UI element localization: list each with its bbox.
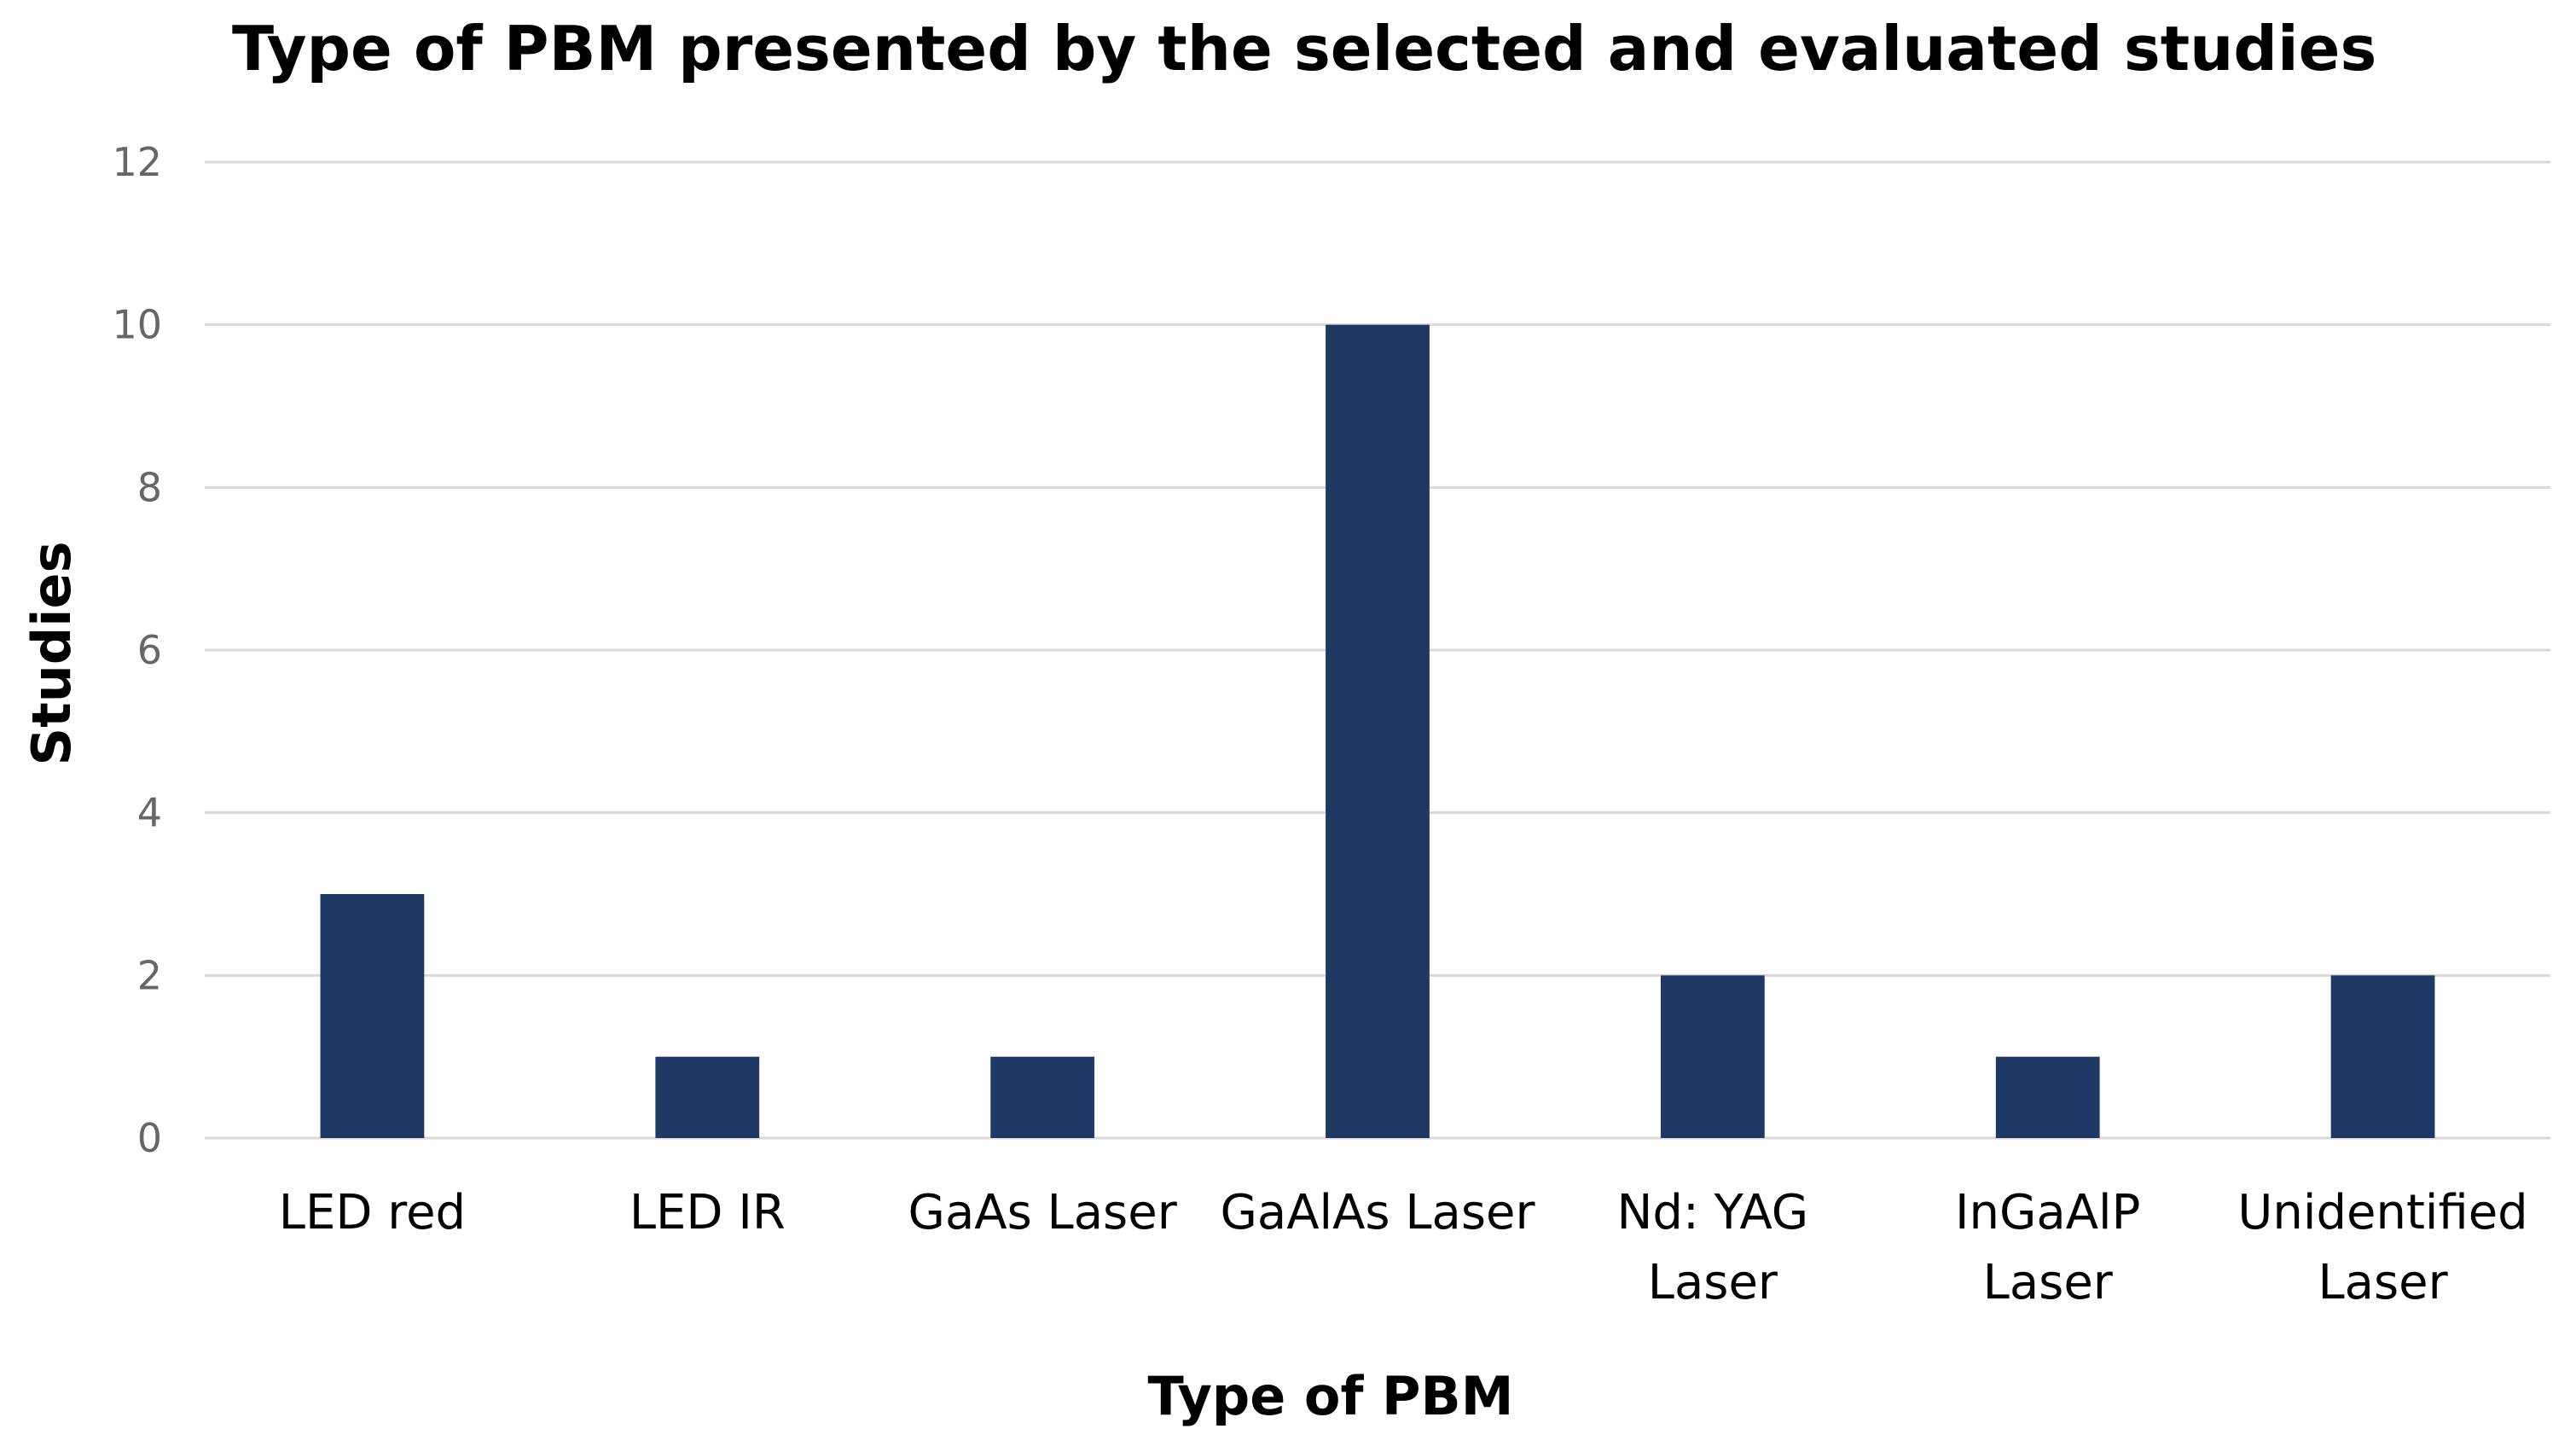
- y-tick-label: 4: [137, 790, 162, 836]
- x-tick-label: GaAlAs Laser: [1220, 1185, 1535, 1240]
- y-tick-label: 8: [137, 464, 162, 510]
- bar: [2330, 975, 2435, 1138]
- y-axis-title: Studies: [20, 541, 83, 765]
- bar: [1660, 975, 1765, 1138]
- x-axis-ticks: LED red LED IR GaAs Laser GaAlAs Laser Nd: Y…: [279, 1185, 2528, 1310]
- x-tick-label: Nd: YAG Laser: [1617, 1185, 1809, 1310]
- bar: [1326, 324, 1430, 1139]
- y-axis-ticks: 0 2 4 6 8 10 12: [112, 139, 162, 1161]
- x-tick-label: LED IR: [629, 1185, 786, 1240]
- bar: [655, 1056, 760, 1138]
- y-tick-label: 12: [112, 139, 162, 185]
- x-tick-label: GaAs Laser: [908, 1185, 1178, 1240]
- x-tick-label: LED red: [279, 1185, 466, 1240]
- y-tick-label: 0: [137, 1115, 162, 1161]
- x-tick-label: InGaAlP Laser: [1955, 1185, 2140, 1310]
- y-tick-label: 10: [112, 302, 162, 348]
- chart-title: Type of PBM presented by the selected an…: [232, 13, 2376, 84]
- bar: [990, 1056, 1095, 1138]
- bar: [320, 894, 425, 1138]
- x-tick-label: Unidentified Laser: [2237, 1185, 2527, 1310]
- y-tick-label: 2: [137, 952, 162, 998]
- y-tick-label: 6: [137, 627, 162, 673]
- x-axis-title: Type of PBM: [1148, 1365, 1514, 1427]
- bar: [1995, 1056, 2100, 1138]
- bars: [320, 324, 2435, 1139]
